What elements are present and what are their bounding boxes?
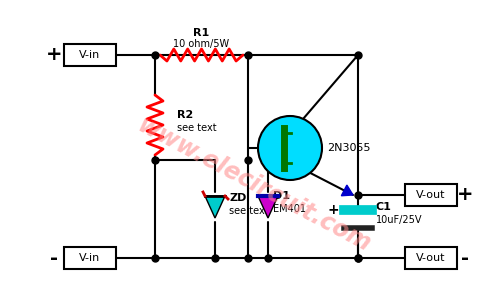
Text: R1: R1: [193, 28, 209, 38]
Text: V-in: V-in: [80, 50, 100, 60]
Polygon shape: [205, 196, 225, 218]
Text: V-out: V-out: [416, 253, 446, 263]
Bar: [64, 247, 116, 269]
Bar: [405, 247, 457, 269]
Text: www.elecircuit.com: www.elecircuit.com: [134, 113, 376, 257]
Text: 2N3055: 2N3055: [327, 143, 370, 153]
Polygon shape: [258, 196, 278, 218]
Circle shape: [258, 116, 322, 180]
Text: +: +: [457, 186, 473, 205]
Text: ZD: ZD: [229, 193, 246, 203]
Text: see text: see text: [229, 206, 268, 216]
Text: +: +: [328, 203, 339, 217]
Text: -: -: [50, 249, 58, 268]
Text: V-in: V-in: [80, 253, 100, 263]
Text: EM401: EM401: [273, 204, 306, 214]
Text: R2: R2: [177, 110, 193, 120]
Bar: [64, 44, 116, 66]
Text: 10uF/25V: 10uF/25V: [376, 215, 422, 225]
Text: +: +: [46, 46, 62, 65]
Polygon shape: [342, 185, 353, 196]
Text: -: -: [461, 249, 469, 268]
Bar: [405, 184, 457, 206]
Text: C1: C1: [376, 202, 392, 212]
Text: V-out: V-out: [416, 190, 446, 200]
Text: see text: see text: [177, 123, 216, 133]
Text: D1: D1: [273, 191, 290, 201]
Text: 10 ohm/5W: 10 ohm/5W: [173, 39, 229, 49]
